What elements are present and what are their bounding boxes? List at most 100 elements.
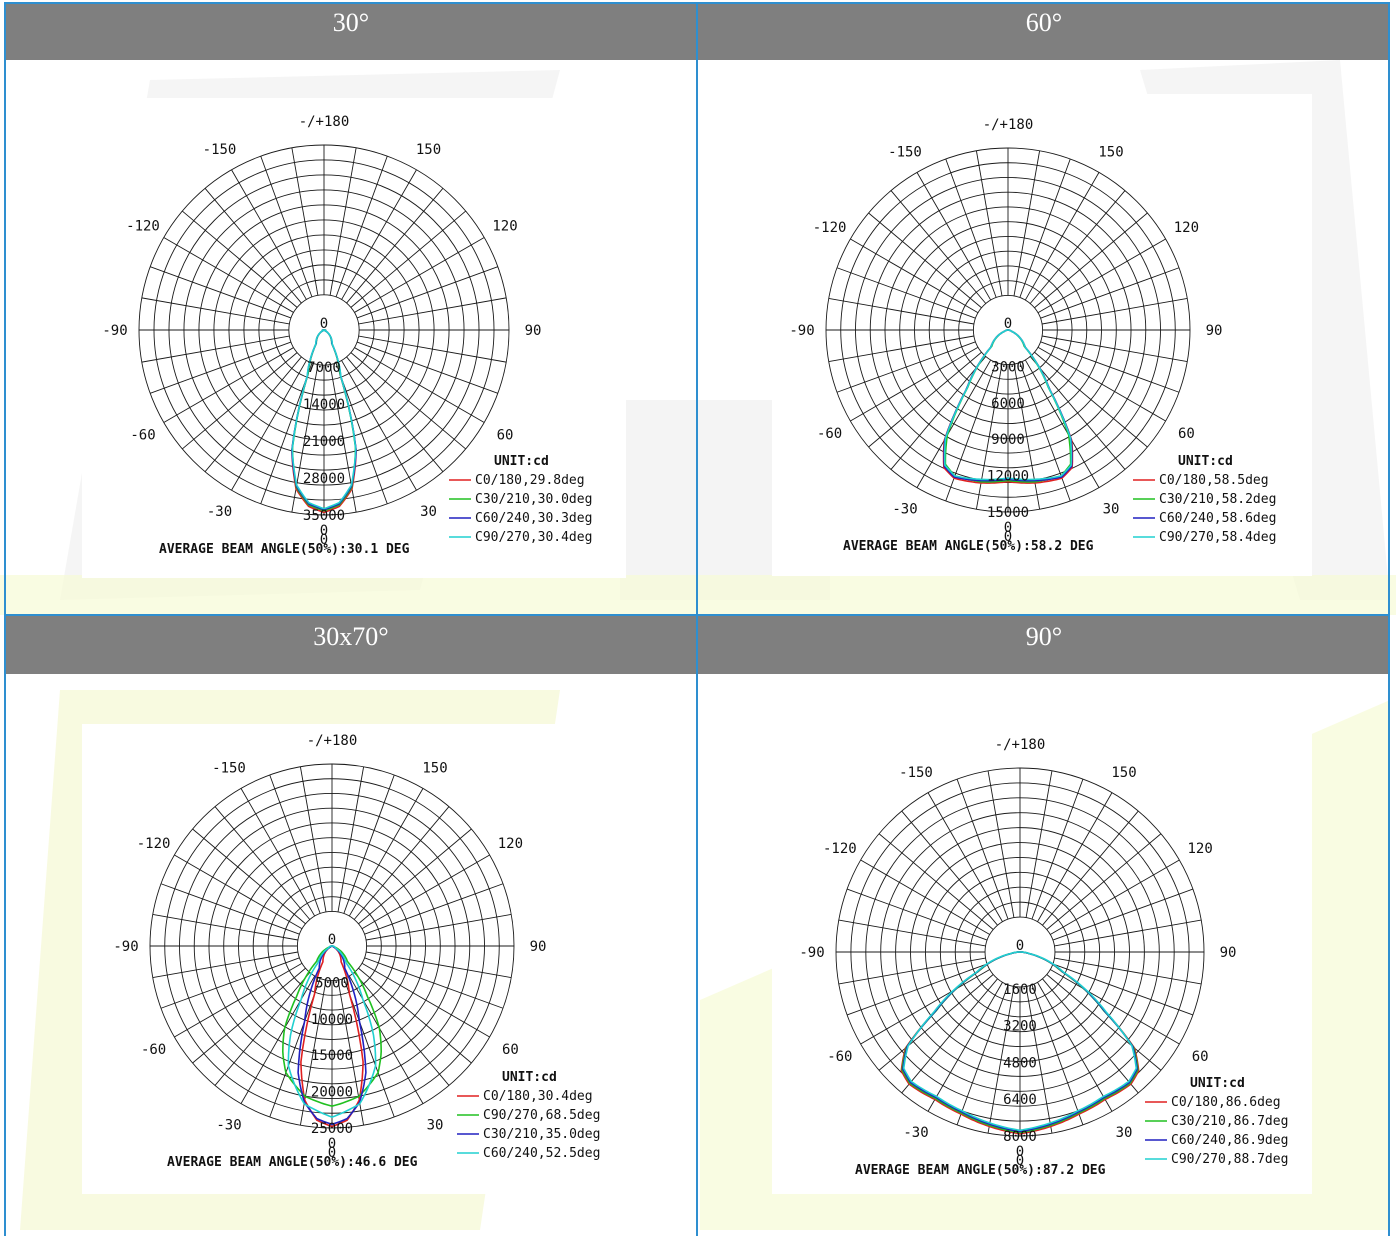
- grid-spoke: [299, 766, 327, 913]
- unit-label: UNIT:cd: [502, 1070, 557, 1085]
- grid-spoke: [890, 190, 987, 304]
- angle-tick-label: 30: [1103, 501, 1120, 517]
- beam-angle-footer: AVERAGE BEAM ANGLE(50%):58.2 DEG: [843, 539, 1094, 554]
- grid-spoke: [260, 362, 313, 504]
- table-border-top: [4, 2, 1390, 4]
- angle-tick-label: 120: [1187, 841, 1212, 857]
- grid-spoke: [975, 363, 1003, 510]
- legend-entry: C60/240,52.5deg: [483, 1146, 600, 1161]
- polar-grid: [835, 767, 1205, 1137]
- grid-spoke: [1024, 359, 1100, 488]
- table-border-left: [4, 2, 6, 1236]
- panel-header: 30x70°: [4, 616, 698, 674]
- grid-spoke: [846, 963, 988, 1016]
- grid-spoke: [335, 156, 388, 298]
- grid-spoke: [838, 957, 986, 985]
- grid-spoke: [350, 210, 467, 308]
- grid-spoke: [358, 297, 507, 325]
- angle-tick-label: -120: [823, 841, 857, 857]
- angle-tick-label: -/+180: [307, 733, 358, 749]
- grid-spoke: [927, 982, 1003, 1112]
- grid-spoke: [343, 774, 395, 914]
- legend-entry: C0/180,29.8deg: [475, 473, 585, 488]
- grid-spoke: [1019, 158, 1071, 298]
- grid-spoke: [204, 356, 302, 473]
- grid-spoke: [987, 986, 1015, 1134]
- grid-spoke: [214, 972, 311, 1086]
- angle-tick-label: -30: [207, 504, 232, 520]
- legend-entry: C60/240,58.6deg: [1159, 511, 1276, 526]
- grid-spoke: [231, 169, 307, 300]
- beam-angle-footer: AVERAGE BEAM ANGLE(50%):87.2 DEG: [855, 1163, 1106, 1178]
- grid-spoke: [916, 172, 992, 301]
- grid-spoke: [150, 266, 292, 319]
- table-border-row: [4, 614, 1390, 616]
- unit-label: UNIT:cd: [1190, 1076, 1245, 1091]
- polar-chart: -/+180 150 120 90 60 30 0 -30 -60 -90 -120 -150 0 300…: [789, 117, 1276, 554]
- grid-spoke: [868, 351, 982, 448]
- angle-tick-label: 60: [502, 1042, 519, 1058]
- grid-spoke: [850, 346, 979, 422]
- grid-spoke: [364, 957, 504, 1009]
- legend-entry: C60/240,86.9deg: [1171, 1133, 1288, 1148]
- angle-tick-label: 120: [1174, 220, 1199, 236]
- grid-spoke: [163, 347, 294, 423]
- grid-spoke: [192, 828, 306, 925]
- radial-tick-label: 8000: [1003, 1129, 1037, 1145]
- angle-tick-label: 150: [1111, 765, 1136, 781]
- angle-tick-label: -120: [126, 219, 160, 235]
- grid-spoke: [335, 362, 388, 504]
- legend-entry: C30/210,35.0deg: [483, 1127, 600, 1142]
- grid-spoke: [346, 356, 444, 473]
- grid-spoke: [1034, 351, 1148, 448]
- grid-spoke: [1037, 792, 1113, 922]
- angle-tick-label: 150: [422, 761, 447, 777]
- radial-tick-label: 6400: [1003, 1092, 1037, 1108]
- grid-spoke: [152, 951, 299, 979]
- grid-spoke: [1031, 984, 1084, 1126]
- grid-spoke: [1029, 190, 1126, 304]
- grid-spoke: [1052, 888, 1194, 941]
- grid-spoke: [141, 335, 290, 363]
- radial-tick-label: 10000: [311, 1012, 353, 1028]
- angle-tick-label: 90: [530, 939, 547, 955]
- grid-spoke: [1041, 335, 1188, 363]
- bottom-zero-label: 0: [1016, 1144, 1024, 1160]
- angle-tick-label: 0: [328, 1145, 336, 1161]
- angle-tick-label: -150: [212, 761, 246, 777]
- grid-spoke: [1029, 356, 1126, 470]
- radial-tick-label: 35000: [303, 508, 345, 524]
- angle-tick-label: -90: [799, 945, 824, 961]
- radial-tick-label: 20000: [311, 1085, 353, 1101]
- grid-spoke: [160, 883, 300, 935]
- grid-spoke: [1040, 267, 1180, 319]
- series-curve: [287, 945, 377, 1118]
- grid-spoke: [240, 788, 316, 917]
- grid-spoke: [1046, 833, 1162, 930]
- grid-spoke: [987, 770, 1015, 918]
- angle-tick-label: -90: [113, 939, 138, 955]
- radial-tick-label: 15000: [311, 1048, 353, 1064]
- legend-entry: C0/180,86.6deg: [1171, 1095, 1281, 1110]
- radial-tick-label: 12000: [987, 469, 1029, 485]
- polar-chart: -/+180 150 120 90 60 30 0 -30 -60 -90 -120 -150 0 500…: [113, 733, 600, 1170]
- legend-entry: C30/210,58.2deg: [1159, 492, 1276, 507]
- angle-tick-label: 150: [416, 142, 441, 158]
- angle-tick-label: 120: [492, 219, 517, 235]
- grid-spoke: [174, 854, 303, 930]
- beam-angle-footer: AVERAGE BEAM ANGLE(50%):30.1 DEG: [159, 542, 410, 557]
- radial-tick-label: 9000: [991, 432, 1025, 448]
- angle-tick-label: -60: [130, 428, 155, 444]
- radial-tick-label: 1600: [1003, 982, 1037, 998]
- grid-spoke: [1050, 859, 1180, 935]
- grid-spoke: [341, 169, 417, 300]
- grid-spoke: [868, 212, 982, 309]
- panel-3: 30x70° -/+180 150 120 90 60 30 0 -30 -60 -90 -120-…: [4, 616, 698, 1236]
- series-curve: [943, 329, 1073, 481]
- legend-entry: C90/270,30.4deg: [475, 530, 592, 545]
- grid-spoke: [1031, 778, 1084, 920]
- grid-spoke: [358, 828, 472, 925]
- grid-spoke: [337, 766, 365, 913]
- grid-spoke: [1052, 963, 1194, 1016]
- grid-spoke: [1013, 150, 1041, 297]
